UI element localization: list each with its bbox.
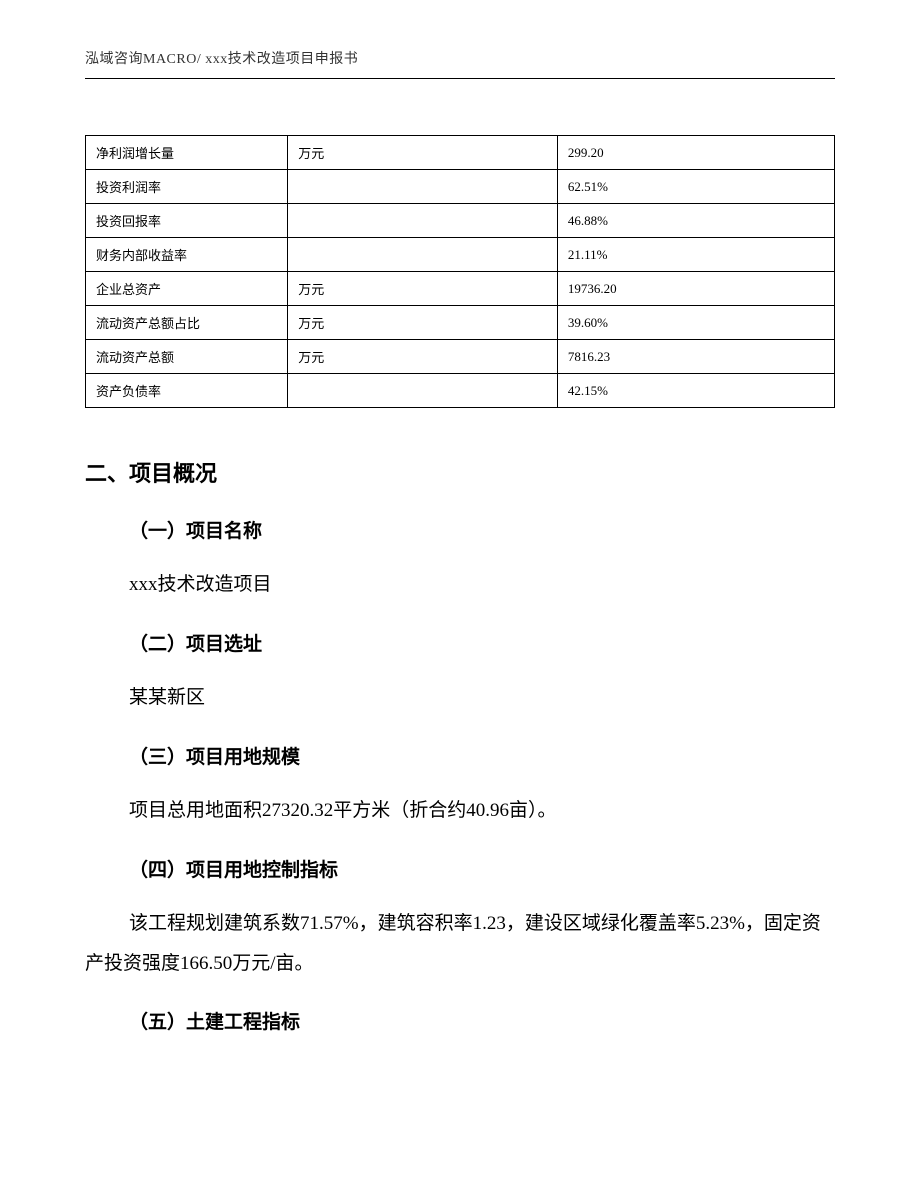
table-cell-unit: 万元 (288, 272, 558, 306)
sub-text-4: 该工程规划建筑系数71.57%，建筑容积率1.23，建设区域绿化覆盖率5.23%… (85, 904, 835, 984)
table-row: 投资利润率 62.51% (86, 170, 835, 204)
table-cell-label: 净利润增长量 (86, 136, 288, 170)
table-cell-label: 流动资产总额占比 (86, 306, 288, 340)
sub-title-1: （一）项目名称 (129, 516, 835, 543)
table-row: 企业总资产 万元 19736.20 (86, 272, 835, 306)
table-cell-unit (288, 204, 558, 238)
sub-title-5: （五）土建工程指标 (129, 1007, 835, 1034)
table-cell-unit: 万元 (288, 340, 558, 374)
document-page: 泓域咨询MACRO/ xxx技术改造项目申报书 净利润增长量 万元 299.20… (0, 0, 920, 1034)
section-title: 二、项目概况 (85, 456, 835, 488)
table-cell-unit: 万元 (288, 306, 558, 340)
sub-text-1: xxx技术改造项目 (129, 565, 835, 605)
table-cell-value: 299.20 (557, 136, 834, 170)
sub-text-3: 项目总用地面积27320.32平方米（折合约40.96亩）。 (129, 791, 835, 831)
table-row: 流动资产总额 万元 7816.23 (86, 340, 835, 374)
table-cell-value: 7816.23 (557, 340, 834, 374)
table-cell-unit: 万元 (288, 136, 558, 170)
table-cell-value: 62.51% (557, 170, 834, 204)
header-text: 泓域咨询MACRO/ xxx技术改造项目申报书 (85, 52, 358, 67)
table-cell-value: 21.11% (557, 238, 834, 272)
table-cell-value: 46.88% (557, 204, 834, 238)
table-cell-label: 企业总资产 (86, 272, 288, 306)
table-cell-label: 财务内部收益率 (86, 238, 288, 272)
table-row: 流动资产总额占比 万元 39.60% (86, 306, 835, 340)
table-row: 投资回报率 46.88% (86, 204, 835, 238)
table-cell-label: 流动资产总额 (86, 340, 288, 374)
sub-title-4: （四）项目用地控制指标 (129, 855, 835, 882)
table-cell-unit (288, 170, 558, 204)
sub-text-2: 某某新区 (129, 678, 835, 718)
table-cell-unit (288, 374, 558, 408)
financial-table: 净利润增长量 万元 299.20 投资利润率 62.51% 投资回报率 46.8… (85, 135, 835, 408)
table-row: 资产负债率 42.15% (86, 374, 835, 408)
table-cell-label: 资产负债率 (86, 374, 288, 408)
table-cell-label: 投资利润率 (86, 170, 288, 204)
page-header: 泓域咨询MACRO/ xxx技术改造项目申报书 (85, 48, 835, 68)
sub-title-3: （三）项目用地规模 (129, 742, 835, 769)
table-cell-value: 42.15% (557, 374, 834, 408)
table-cell-unit (288, 238, 558, 272)
header-divider (85, 78, 835, 79)
sub-title-2: （二）项目选址 (129, 629, 835, 656)
table-cell-value: 39.60% (557, 306, 834, 340)
table-row: 财务内部收益率 21.11% (86, 238, 835, 272)
table-body: 净利润增长量 万元 299.20 投资利润率 62.51% 投资回报率 46.8… (86, 136, 835, 408)
table-cell-value: 19736.20 (557, 272, 834, 306)
table-cell-label: 投资回报率 (86, 204, 288, 238)
table-row: 净利润增长量 万元 299.20 (86, 136, 835, 170)
